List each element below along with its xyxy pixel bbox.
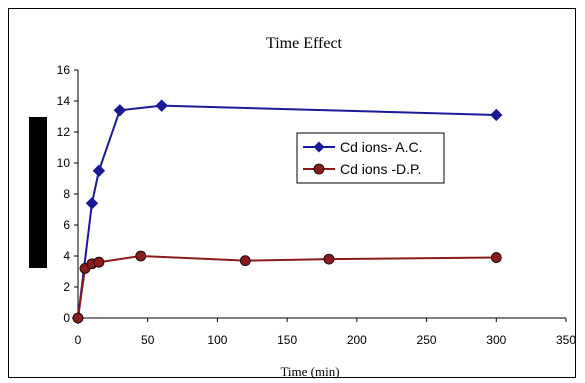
series-line xyxy=(77,254,497,319)
legend-marker xyxy=(313,141,325,153)
legend-marker xyxy=(313,163,325,175)
data-point xyxy=(92,164,106,177)
data-point xyxy=(113,104,127,117)
series-2 xyxy=(72,250,502,324)
x-tick-label: 350 xyxy=(556,333,576,347)
y-tick-label: 8 xyxy=(63,187,70,201)
data-point xyxy=(490,252,502,263)
data-point xyxy=(85,197,99,210)
y-tick-label: 12 xyxy=(57,125,71,139)
data-point xyxy=(93,256,105,268)
data-point xyxy=(239,255,251,267)
x-tick-label: 300 xyxy=(486,333,506,347)
y-tick-label: 0 xyxy=(63,311,70,325)
data-point xyxy=(155,99,168,112)
x-axis-label: Time (min) xyxy=(280,364,339,379)
y-tick-label: 14 xyxy=(57,94,71,108)
y-axis-label-block xyxy=(29,117,47,268)
legend-label: Cd ions- A.C. xyxy=(340,139,422,155)
y-tick-label: 4 xyxy=(63,249,70,263)
series-layer xyxy=(71,99,503,325)
legend-box xyxy=(296,132,445,184)
axes: 0 2 4 6 8 10 12 14 16 0 50 100 150 200 250 300 350 xyxy=(57,63,577,347)
data-point xyxy=(323,253,335,265)
y-tick-label: 10 xyxy=(57,156,71,170)
x-tick-label: 0 xyxy=(75,333,82,347)
x-tick-label: 50 xyxy=(141,333,155,347)
chart-title: Time Effect xyxy=(266,35,343,52)
x-tick-label: 200 xyxy=(347,333,367,347)
y-tick-label: 6 xyxy=(63,218,70,232)
legend-label: Cd ions -D.P. xyxy=(340,161,421,177)
y-tick-label: 16 xyxy=(57,63,71,77)
legend: Cd ions- A.C. Cd ions -D.P. xyxy=(296,132,445,184)
y-tick-label: 2 xyxy=(63,280,70,294)
x-tick-label: 100 xyxy=(207,333,227,347)
x-tick-label: 250 xyxy=(417,333,437,347)
chart-frame xyxy=(8,8,576,378)
data-point xyxy=(135,250,147,262)
data-point xyxy=(72,312,84,324)
data-point xyxy=(490,108,503,122)
series-line xyxy=(77,104,497,319)
x-tick-label: 150 xyxy=(277,333,297,347)
